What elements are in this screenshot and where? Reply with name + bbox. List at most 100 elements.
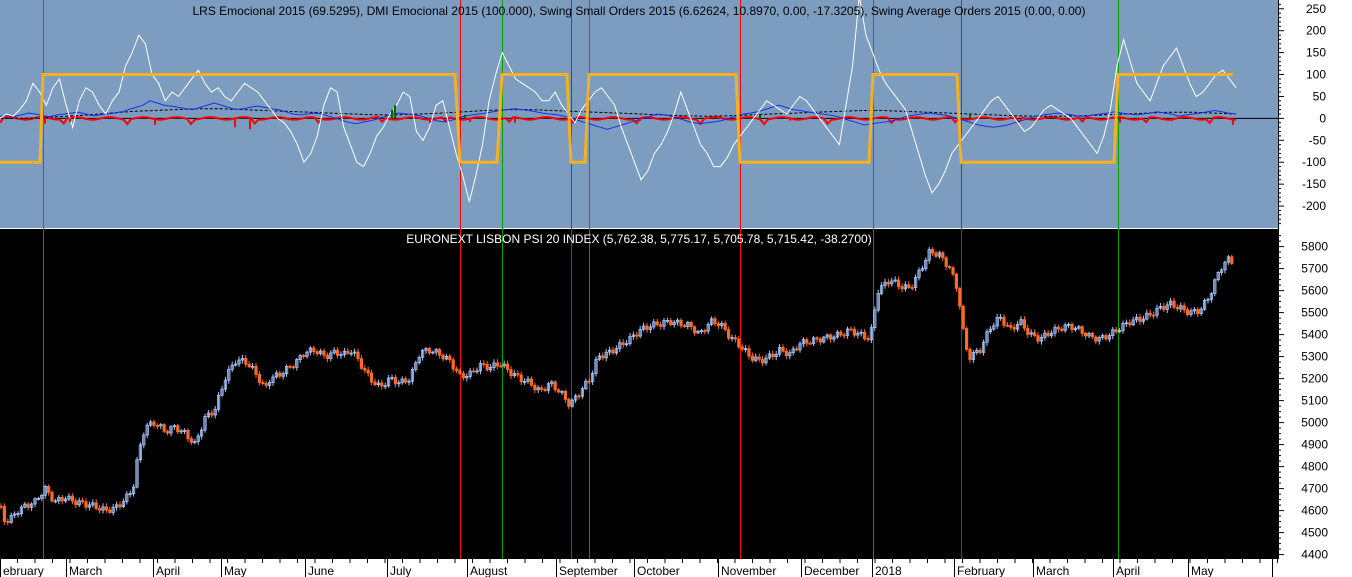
price-candle-body bbox=[536, 387, 540, 391]
price-candle-body bbox=[1182, 305, 1186, 311]
price-candle-body bbox=[648, 326, 653, 330]
price-candle-body bbox=[274, 372, 279, 378]
price-candle-body bbox=[886, 281, 891, 285]
price-candle-body bbox=[699, 330, 704, 333]
price-candle-body bbox=[468, 370, 472, 377]
price-candle-body bbox=[393, 377, 398, 385]
price-candle-body bbox=[254, 365, 258, 375]
price-candle-body bbox=[594, 358, 598, 374]
price-candle-body bbox=[16, 513, 20, 515]
price-candle-body bbox=[1131, 319, 1135, 325]
price-candle-body bbox=[557, 389, 561, 393]
price-candle-body bbox=[98, 508, 102, 511]
x-axis-month-label: August bbox=[470, 564, 508, 577]
price-candle-body bbox=[495, 362, 500, 367]
price-candle-body bbox=[312, 347, 316, 353]
price-y-tick-label: 5400 bbox=[1301, 328, 1328, 342]
price-candle-body bbox=[376, 382, 381, 386]
price-candle-body bbox=[1073, 327, 1077, 331]
price-candle-body bbox=[856, 332, 860, 336]
price-candle-body bbox=[672, 321, 676, 326]
price-candle-body bbox=[417, 356, 421, 364]
price-candle-body bbox=[148, 421, 153, 426]
price-candle-body bbox=[839, 331, 843, 336]
price-candle-body bbox=[380, 382, 384, 387]
price-y-tick-label: 4700 bbox=[1301, 482, 1328, 496]
indicator-y-tick-label: -100 bbox=[1302, 155, 1326, 169]
price-candle-body bbox=[550, 381, 554, 385]
price-candle-body bbox=[628, 336, 632, 345]
price-candle-body bbox=[1165, 304, 1169, 310]
price-candle-body bbox=[597, 355, 602, 360]
price-candle-body bbox=[1094, 336, 1098, 342]
price-candle-body bbox=[625, 343, 629, 346]
price-candle-body bbox=[179, 430, 183, 433]
price-candle-body bbox=[798, 343, 802, 351]
price-candle-body bbox=[189, 438, 193, 443]
price-candle-body bbox=[1169, 300, 1173, 306]
price-candle-body bbox=[716, 323, 721, 327]
price-candle-body bbox=[808, 342, 812, 345]
price-candle-body bbox=[1118, 330, 1122, 333]
price-candle-body bbox=[335, 349, 340, 356]
price-candle-body bbox=[199, 429, 204, 437]
price-candle-body bbox=[1145, 312, 1149, 320]
price-candle-body bbox=[1128, 322, 1132, 326]
price-candle-body bbox=[529, 378, 534, 386]
price-candle-body bbox=[1063, 324, 1067, 331]
price-candle-body bbox=[1002, 316, 1006, 326]
price-candle-body bbox=[125, 493, 129, 503]
price-candle-body bbox=[485, 363, 489, 371]
price-candle-body bbox=[386, 377, 391, 387]
x-axis-month-label: May bbox=[1191, 564, 1214, 577]
price-y-tick-label: 5300 bbox=[1301, 350, 1328, 364]
price-candle-body bbox=[91, 502, 95, 506]
price-candle-body bbox=[244, 358, 248, 365]
price-candle-body bbox=[968, 348, 972, 360]
price-candle-body bbox=[995, 316, 999, 327]
price-candle-body bbox=[1104, 335, 1108, 340]
price-candle-body bbox=[822, 336, 826, 343]
price-candle-body bbox=[366, 369, 370, 374]
price-candle-body bbox=[488, 366, 493, 371]
price-candle-body bbox=[971, 352, 976, 360]
x-axis-month-label: October bbox=[637, 564, 680, 577]
price-candle-body bbox=[203, 416, 207, 431]
price-candle-body bbox=[642, 325, 646, 330]
price-candle-body bbox=[414, 362, 418, 370]
price-candle-body bbox=[1043, 332, 1047, 338]
price-candle-body bbox=[87, 504, 91, 508]
price-candle-body bbox=[155, 424, 159, 427]
price-candle-body bbox=[1067, 323, 1071, 326]
price-candle-body bbox=[1206, 298, 1210, 301]
price-candle-body bbox=[982, 341, 986, 353]
price-candle-body bbox=[832, 336, 836, 340]
price-candle-body bbox=[689, 321, 693, 327]
price-candle-body bbox=[1141, 318, 1145, 322]
price-candle-body bbox=[278, 372, 282, 377]
price-candle-body bbox=[135, 459, 139, 488]
price-candle-body bbox=[482, 363, 486, 366]
price-y-tick-label: 5500 bbox=[1301, 306, 1328, 320]
price-candle-body bbox=[645, 325, 649, 330]
price-candle-body bbox=[540, 387, 544, 390]
price-candle-body bbox=[1223, 261, 1227, 271]
price-candle-body bbox=[0, 505, 3, 508]
price-candle-body bbox=[1077, 326, 1081, 329]
price-candle-body bbox=[710, 318, 714, 325]
price-candle-body bbox=[390, 377, 394, 380]
price-candle-body bbox=[131, 486, 136, 494]
price-candle-body bbox=[570, 399, 574, 407]
price-candle-body bbox=[754, 356, 758, 361]
price-candle-body bbox=[676, 319, 680, 323]
price-candle-body bbox=[992, 325, 996, 330]
price-candle-body bbox=[1056, 326, 1060, 330]
price-candle-body bbox=[662, 320, 666, 327]
x-axis-month-label: April bbox=[156, 564, 180, 577]
price-candle-body bbox=[118, 504, 122, 508]
price-candle-body bbox=[12, 513, 17, 516]
price-candle-body bbox=[1029, 332, 1033, 335]
price-candle-body bbox=[458, 370, 462, 375]
price-candle-body bbox=[295, 359, 299, 368]
price-candle-body bbox=[186, 429, 190, 440]
